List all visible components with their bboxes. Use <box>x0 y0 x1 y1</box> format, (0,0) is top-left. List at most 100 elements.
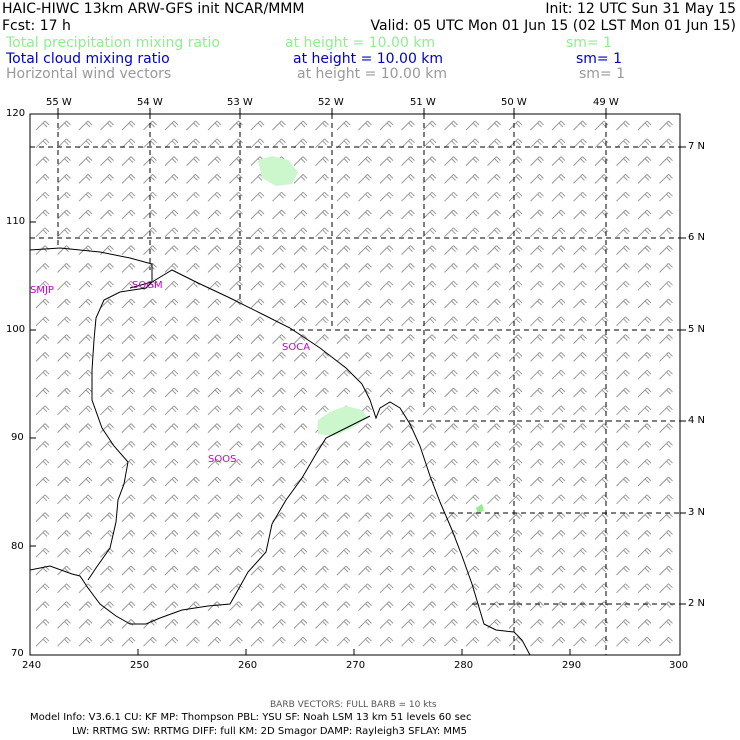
wind-barb <box>35 156 50 166</box>
wind-barb <box>293 583 308 594</box>
wind-barb <box>508 423 523 433</box>
wind-barb <box>530 530 544 540</box>
wind-barb <box>551 423 566 433</box>
wind-barb <box>594 156 609 166</box>
wind-barb <box>444 352 458 362</box>
wind-barb <box>164 298 179 309</box>
wind-barb <box>164 209 179 220</box>
wind-barb <box>444 458 458 469</box>
wind-barb <box>35 494 50 505</box>
wind-barb <box>508 441 523 451</box>
wind-barb <box>659 405 673 416</box>
wind-barb <box>57 280 71 291</box>
wind-barb <box>315 280 329 291</box>
wind-barb <box>272 423 286 433</box>
wind-barb <box>315 191 329 202</box>
wind-barb <box>637 441 652 451</box>
wind-barb <box>573 494 587 505</box>
wind-barb <box>444 245 458 255</box>
wind-barb <box>379 619 394 629</box>
wind-barb <box>422 636 437 647</box>
wind-barb <box>379 494 394 505</box>
wind-barb <box>207 334 222 344</box>
wind-barb <box>551 512 566 522</box>
wind-barb <box>637 565 652 576</box>
wind-barb <box>315 458 329 469</box>
wind-barb <box>573 619 587 629</box>
wind-barb <box>100 565 114 576</box>
wind-barb <box>336 512 351 522</box>
wind-barb <box>121 405 136 416</box>
wind-barb <box>358 138 372 149</box>
wind-barb <box>358 334 372 344</box>
wind-barb <box>487 209 501 220</box>
wind-barb <box>57 636 71 647</box>
wind-barb <box>508 387 523 398</box>
wind-barb <box>401 369 415 380</box>
wind-barb <box>530 316 544 327</box>
wind-barb <box>229 458 243 469</box>
wind-barb <box>57 458 71 469</box>
wind-barb <box>573 387 587 398</box>
wind-barb <box>551 583 566 594</box>
wind-barb <box>57 120 71 131</box>
wind-barb <box>401 191 415 202</box>
y-label-110: 110 <box>6 216 26 227</box>
wind-barb <box>487 565 501 576</box>
wind-barb <box>401 227 415 238</box>
wind-barb <box>229 120 243 131</box>
wind-barb <box>616 316 630 327</box>
wind-barb <box>616 120 630 131</box>
wind-barb <box>186 138 200 149</box>
wind-barb <box>530 565 544 576</box>
wind-barb <box>121 494 136 505</box>
wind-barb <box>616 565 630 576</box>
wind-barb <box>508 405 523 416</box>
wind-barb <box>530 334 544 344</box>
wind-barb <box>250 280 265 291</box>
wind-barb <box>616 441 630 451</box>
wind-barb <box>465 601 480 611</box>
wind-barb <box>487 441 501 451</box>
wind-barb <box>207 405 222 416</box>
wind-barb <box>379 156 394 166</box>
wind-barb <box>358 601 372 611</box>
lon-label-53w: 53 W <box>227 97 253 108</box>
wind-barb <box>57 156 71 166</box>
wind-barb <box>401 441 415 451</box>
wind-barb <box>143 405 157 416</box>
wind-barb <box>551 441 566 451</box>
wind-barb <box>164 636 179 647</box>
wind-barb <box>358 369 372 380</box>
wind-barb <box>186 476 200 487</box>
wind-barb <box>100 636 114 647</box>
wind-barb <box>659 298 673 309</box>
wind-barb <box>594 138 609 149</box>
wind-barb <box>508 316 523 327</box>
wind-barb <box>551 191 566 202</box>
wind-barb <box>186 352 200 362</box>
wind-barb <box>401 619 415 629</box>
wind-barb <box>637 298 652 309</box>
wind-barb <box>250 458 265 469</box>
wind-barb <box>57 263 71 273</box>
wind-barb <box>401 636 415 647</box>
wind-barb <box>250 476 265 487</box>
wind-barb <box>444 227 458 238</box>
wind-barb <box>293 227 308 238</box>
wind-barb <box>250 387 265 398</box>
wind-barb <box>508 547 523 558</box>
wind-barb <box>401 352 415 362</box>
wind-barb <box>272 280 286 291</box>
wind-barb <box>594 280 609 291</box>
wind-barb <box>78 636 93 647</box>
wind-barb <box>121 530 136 540</box>
wind-barb <box>444 156 458 166</box>
wind-barb <box>508 263 523 273</box>
wind-barb <box>250 120 265 131</box>
suriname-french-guiana-border <box>29 247 153 282</box>
wind-barb <box>573 441 587 451</box>
wind-barb <box>616 227 630 238</box>
wind-barb <box>143 458 157 469</box>
wind-barb <box>659 387 673 398</box>
